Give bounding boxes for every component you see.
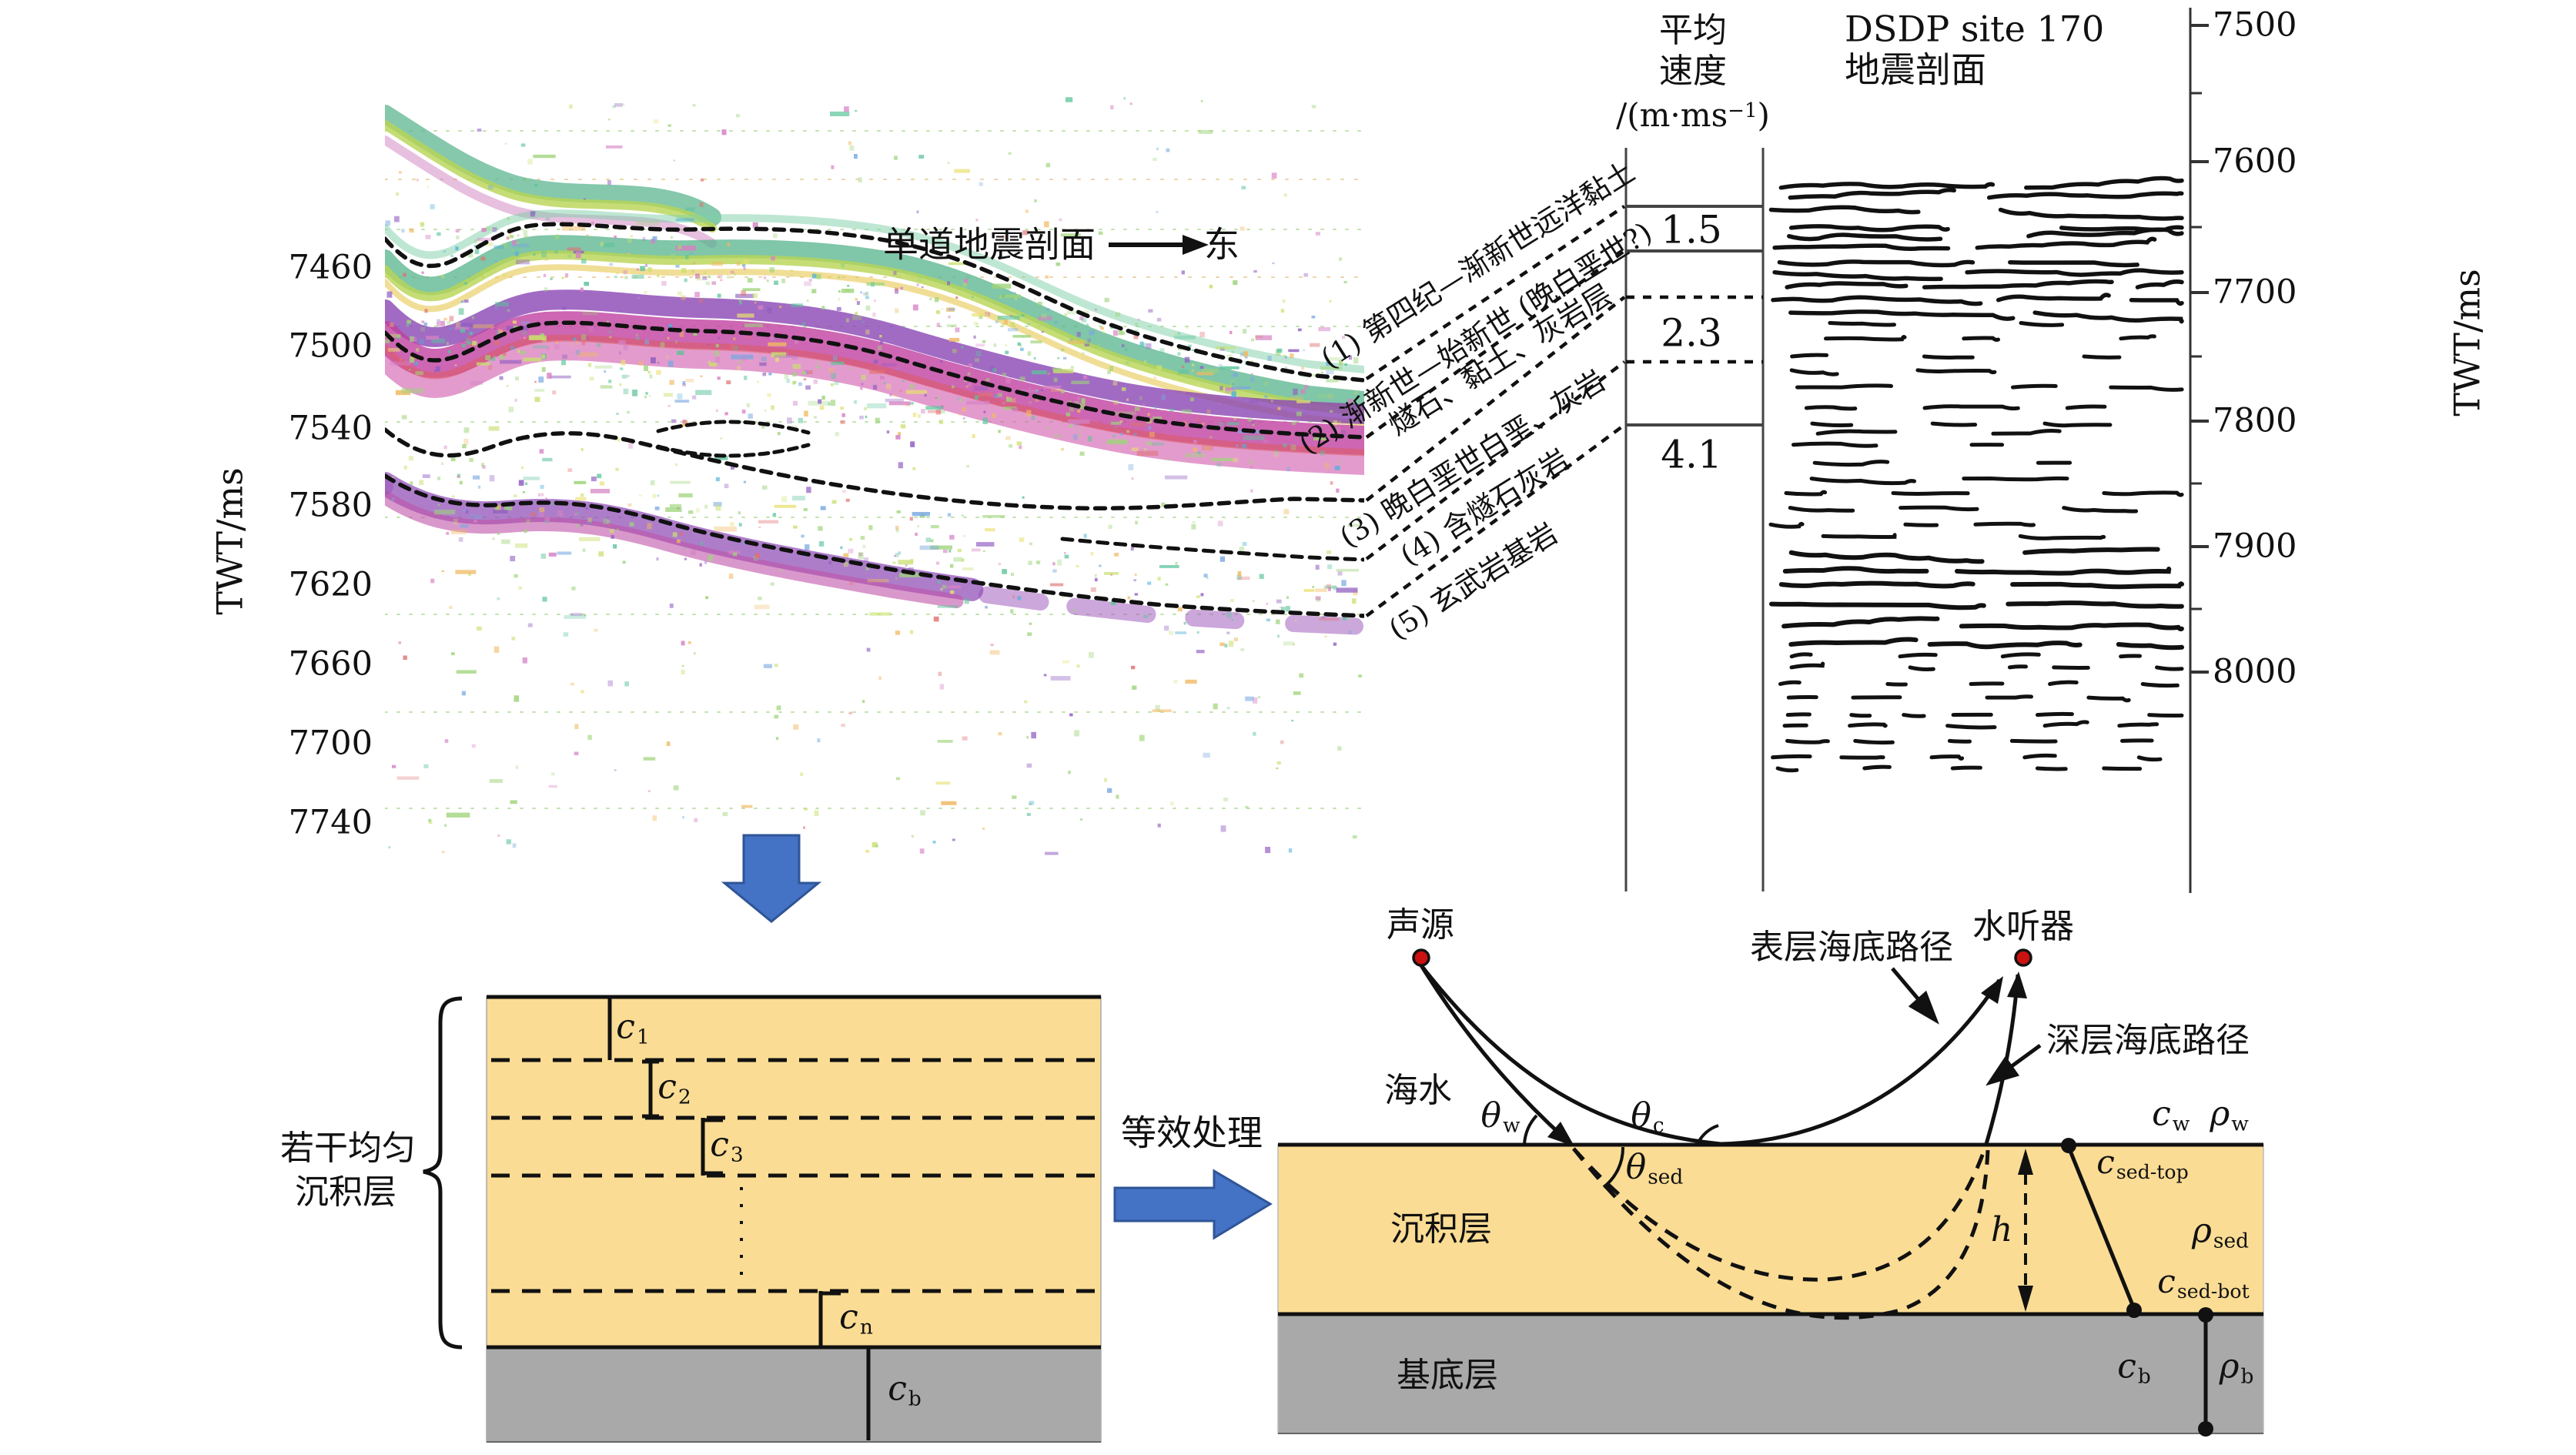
deep-exit-ray [1984,974,2020,1145]
rho-sed-label: ρsed [2192,1211,2249,1253]
surface-path-label: 表层海底路径 [1750,927,1953,967]
dsdp-title-1: DSDP site 170 [1845,8,2105,50]
c1-label: c1 [616,1007,650,1049]
dsdp-tick: 7800 [2213,401,2297,440]
h-label: h [1990,1209,2013,1249]
seismic-axis-label: TWT/ms [209,467,251,615]
source-label: 声源 [1387,905,1454,945]
velocity-unit: /(m·ms−1) [1616,95,1770,134]
brace-label-1: 若干均匀 [280,1128,416,1168]
layered-model [423,995,1102,1443]
dsdp-tick: 7500 [2213,5,2297,45]
theta-w-label: θw [1480,1095,1521,1138]
seismic-tick: 7660 [288,644,373,684]
right-arrow [1113,1169,1273,1240]
east-arrow-icon [1109,235,1209,255]
seismic-tick: 7740 [288,803,373,842]
cb-basement-label: cb [2117,1346,2151,1389]
cw-rhow-label: cw ρw [2152,1094,2249,1136]
dsdp-tick: 7600 [2213,142,2297,181]
hydrophone-label: 水听器 [1972,906,2074,946]
seismic-tick: 7580 [288,486,373,525]
dsdp-tick: 8000 [2213,652,2297,691]
rho-b-label: ρb [2219,1346,2254,1389]
seismic-title: 单道地震剖面 [883,223,1096,266]
velocity-header-2: 速度 [1659,51,1727,91]
dsdp-tick: 7700 [2213,273,2297,312]
velocity-value-3: 4.1 [1661,432,1722,477]
theta-sed-label: θsed [1625,1147,1684,1189]
dsdp-sketch [1768,176,2184,773]
seismic-tick: 7460 [288,248,373,287]
velocity-value-2: 2.3 [1661,310,1722,356]
cn-label: cn [839,1297,873,1340]
east-label: 东 [1204,223,1239,266]
c2-label: c2 [657,1067,691,1109]
theta-c-label: θc [1631,1095,1664,1138]
seismic-tick: 7700 [288,724,373,763]
brace-label-2: 沉积层 [295,1172,396,1212]
deep-path-label: 深层海底路径 [2046,1020,2250,1060]
dsdp-axis-label: TWT/ms [2446,269,2488,416]
down-arrow [721,834,822,923]
property-markers [2061,1138,2213,1437]
annotation-arrows [1891,967,2042,1086]
source-dot [1412,948,1430,967]
layer-speed-ticks [607,997,871,1440]
velocity-header-1: 平均 [1659,10,1727,50]
angle-arcs [1523,1114,1719,1189]
seismic-tick: 7500 [288,326,373,366]
seismic-horizon-dashes [385,224,1364,616]
h-dimension [2018,1149,2033,1312]
brace [423,996,463,1350]
seismic-tick: 7620 [288,565,373,604]
dsdp-title-2: 地震剖面 [1845,48,1986,91]
velocity-value-1: 1.5 [1661,207,1722,253]
seismic-tick: 7540 [288,409,373,448]
steep-ray [1419,964,1569,1142]
seawater-label: 海水 [1384,1070,1452,1110]
ray-arrowheads [1547,972,2027,1146]
strata-connector-lines [1365,205,1626,617]
dsdp-axis [2189,8,2209,893]
c3-label: c3 [710,1125,744,1167]
dsdp-tick: 7900 [2213,527,2297,566]
velocity-column [1624,148,1765,891]
surface-bottom-path [1420,964,2002,1146]
equivalence-label: 等效处理 [1121,1112,1263,1154]
hydrophone-dot [2014,948,2032,967]
equivalent-model [1277,948,2264,1437]
cb-label: cb [888,1369,922,1411]
c-sed-top-label: csed-top [2096,1143,2189,1184]
c-sed-bot-label: csed-bot [2157,1263,2250,1303]
sediment-dashed-ray-2 [1572,1147,1990,1320]
sediment-label: 沉积层 [1390,1209,1492,1249]
seismic-panel [385,97,1364,855]
basement-label: 基底层 [1397,1355,1498,1395]
sediment-dashed-ray-1 [1572,1147,1987,1282]
seismic-color-bands [385,114,1364,637]
